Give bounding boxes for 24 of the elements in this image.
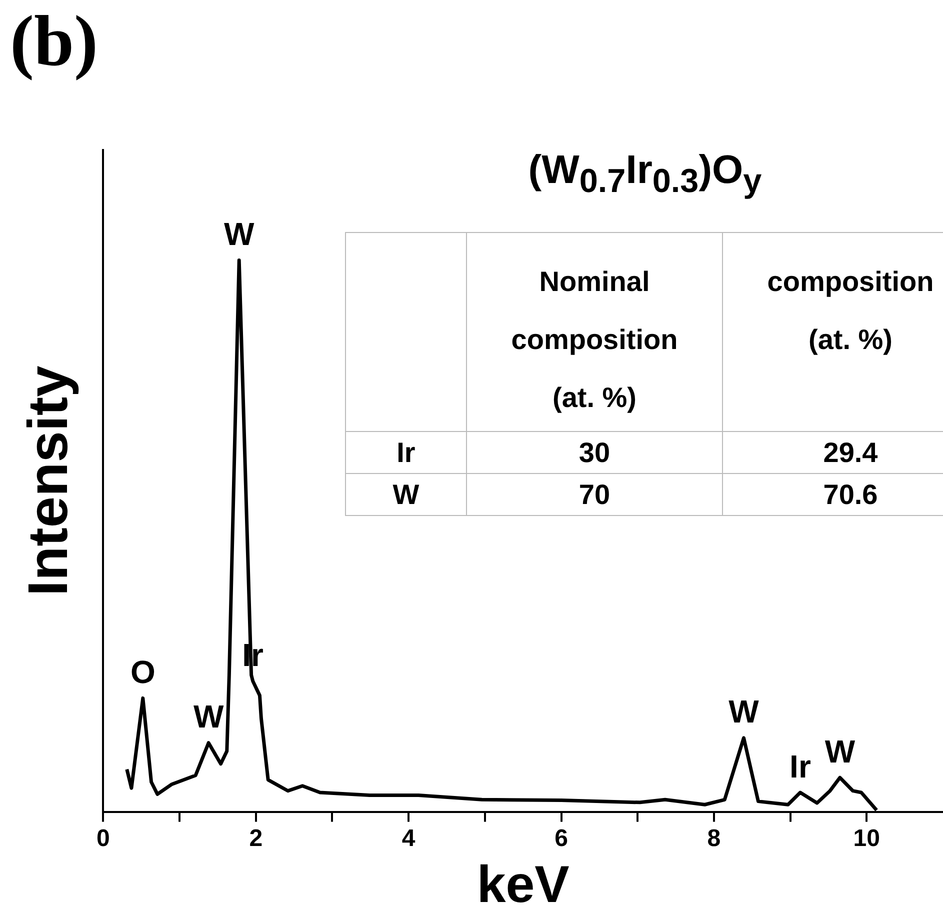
annotation: Nominal composition (at. %)	[510, 265, 679, 415]
annotation: O	[130, 654, 156, 690]
chart-title: (b)	[10, 0, 98, 83]
x-tick-label: 2	[249, 824, 263, 852]
annotation: Ir	[790, 748, 811, 784]
y-axis-title: Intensity	[16, 366, 80, 596]
annotation: Ir	[346, 432, 466, 474]
annotation: composition (at. %)	[766, 265, 935, 357]
annotation: 29.4	[722, 432, 943, 474]
annotation: 70	[466, 474, 722, 516]
text: (W$_{0.7}$Ir$_{0.3}$)O$_{y}$	[527, 148, 763, 201]
x-tick-label: 6	[554, 824, 568, 852]
annotation: W	[224, 216, 255, 252]
annotation: 30	[466, 432, 722, 474]
annotation: 70.6	[722, 474, 943, 516]
x-tick-label: 0	[96, 824, 110, 852]
annotation: W	[346, 474, 466, 516]
x-axis-title: keV	[476, 856, 570, 914]
annotation: W	[824, 733, 856, 770]
x-tick-label: 8	[707, 824, 721, 852]
annotation: W	[728, 694, 760, 730]
x-tick-label: 10	[853, 824, 880, 852]
annotation: W	[193, 698, 224, 735]
x-tick-label: 4	[402, 824, 416, 852]
